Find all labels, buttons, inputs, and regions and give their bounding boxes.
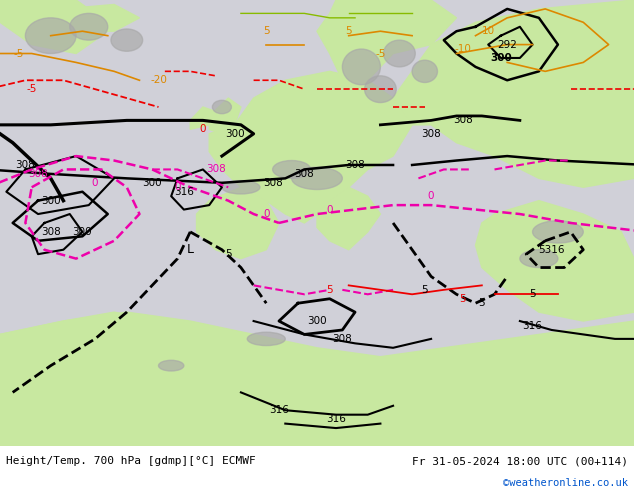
Polygon shape bbox=[0, 312, 634, 446]
Ellipse shape bbox=[365, 76, 396, 102]
Polygon shape bbox=[0, 312, 178, 446]
Ellipse shape bbox=[212, 100, 231, 114]
Text: 0: 0 bbox=[174, 182, 181, 192]
Polygon shape bbox=[317, 0, 456, 80]
Text: 300: 300 bbox=[490, 53, 512, 63]
Ellipse shape bbox=[533, 220, 583, 243]
Text: 316: 316 bbox=[326, 414, 346, 424]
Text: 316: 316 bbox=[269, 405, 289, 415]
Text: 292: 292 bbox=[497, 40, 517, 49]
Polygon shape bbox=[0, 0, 114, 53]
Ellipse shape bbox=[273, 161, 311, 178]
Ellipse shape bbox=[25, 18, 76, 53]
Text: -5: -5 bbox=[27, 84, 37, 94]
Text: 5316: 5316 bbox=[538, 245, 565, 255]
Text: 5: 5 bbox=[346, 26, 352, 36]
Ellipse shape bbox=[111, 29, 143, 51]
Ellipse shape bbox=[158, 360, 184, 371]
Polygon shape bbox=[393, 0, 634, 187]
Text: Height/Temp. 700 hPa [gdmp][°C] ECMWF: Height/Temp. 700 hPa [gdmp][°C] ECMWF bbox=[6, 456, 256, 466]
Text: -5: -5 bbox=[14, 49, 24, 58]
Text: 308: 308 bbox=[332, 334, 353, 344]
Polygon shape bbox=[190, 107, 216, 129]
Polygon shape bbox=[209, 72, 412, 223]
Text: 316: 316 bbox=[522, 320, 543, 331]
Ellipse shape bbox=[222, 181, 260, 194]
Text: 0: 0 bbox=[327, 204, 333, 215]
Text: ©weatheronline.co.uk: ©weatheronline.co.uk bbox=[503, 478, 628, 489]
Text: 308: 308 bbox=[28, 169, 48, 179]
Text: 300: 300 bbox=[307, 316, 327, 326]
Ellipse shape bbox=[70, 13, 108, 40]
Text: 5: 5 bbox=[422, 285, 428, 295]
Ellipse shape bbox=[520, 250, 558, 268]
Polygon shape bbox=[476, 201, 634, 321]
Text: 5: 5 bbox=[263, 26, 269, 36]
Text: 10: 10 bbox=[482, 26, 495, 36]
Text: 300: 300 bbox=[73, 227, 92, 237]
Text: 308: 308 bbox=[205, 165, 226, 174]
Text: 5: 5 bbox=[529, 289, 536, 299]
Text: 0: 0 bbox=[263, 209, 269, 219]
Ellipse shape bbox=[412, 60, 437, 82]
Ellipse shape bbox=[292, 167, 342, 190]
Text: 0: 0 bbox=[428, 191, 434, 201]
Text: 308: 308 bbox=[41, 227, 61, 237]
Text: 316: 316 bbox=[174, 187, 194, 197]
Text: 308: 308 bbox=[345, 160, 365, 170]
Text: -20: -20 bbox=[150, 75, 167, 85]
Polygon shape bbox=[197, 187, 279, 259]
Text: 0: 0 bbox=[200, 124, 206, 134]
Text: 5: 5 bbox=[225, 249, 231, 259]
Text: 308: 308 bbox=[262, 178, 283, 188]
Ellipse shape bbox=[342, 49, 380, 85]
Text: 308: 308 bbox=[453, 115, 473, 125]
Polygon shape bbox=[209, 98, 241, 134]
Text: -5: -5 bbox=[375, 49, 385, 58]
Text: 308: 308 bbox=[421, 129, 441, 139]
Text: 308: 308 bbox=[15, 160, 36, 170]
Text: 300: 300 bbox=[225, 129, 244, 139]
Ellipse shape bbox=[247, 332, 285, 345]
Text: Fr 31-05-2024 18:00 UTC (00+114): Fr 31-05-2024 18:00 UTC (00+114) bbox=[411, 456, 628, 466]
Polygon shape bbox=[57, 4, 139, 31]
Text: 5: 5 bbox=[460, 294, 466, 304]
Text: 5: 5 bbox=[327, 285, 333, 295]
Text: 0: 0 bbox=[92, 178, 98, 188]
Text: -10: -10 bbox=[455, 44, 471, 54]
Text: 300: 300 bbox=[143, 178, 162, 188]
Text: 300: 300 bbox=[41, 196, 60, 206]
Text: 308: 308 bbox=[294, 169, 314, 179]
Text: L: L bbox=[186, 243, 194, 256]
Polygon shape bbox=[317, 187, 380, 250]
Text: 5: 5 bbox=[479, 298, 485, 308]
Ellipse shape bbox=[384, 40, 415, 67]
